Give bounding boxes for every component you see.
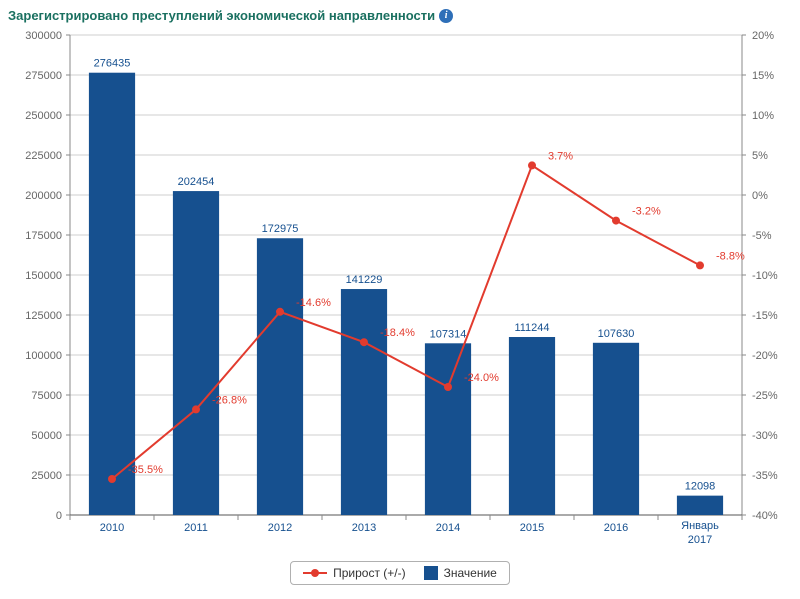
line-marker [192,405,200,413]
svg-text:20%: 20% [752,30,774,42]
legend-bar-swatch [424,566,438,580]
bar-value-label: 12098 [685,481,716,493]
svg-text:250000: 250000 [25,110,62,122]
line-value-label: -35.5% [128,464,163,476]
bar-value-label: 107314 [430,328,467,340]
svg-text:-20%: -20% [752,350,778,362]
bar-value-label: 141229 [346,274,383,286]
line-value-label: -14.6% [296,297,331,309]
svg-text:300000: 300000 [25,30,62,42]
bar-value-label: 111244 [514,322,549,334]
bar [425,343,471,515]
line-value-label: -26.8% [212,394,247,406]
svg-text:5%: 5% [752,150,768,162]
bar-value-label: 202454 [178,176,215,188]
svg-text:75000: 75000 [31,390,62,402]
bar [509,337,555,515]
svg-text:-15%: -15% [752,310,778,322]
svg-text:-10%: -10% [752,270,778,282]
line-marker [528,161,536,169]
line-value-label: -24.0% [464,372,499,384]
bar [341,289,387,515]
x-category-label: 2017 [688,534,712,546]
svg-text:10%: 10% [752,110,774,122]
legend-bar-label: Значение [444,566,497,580]
bar [89,73,135,515]
chart-svg: 0 25000 50000 75000 100000 125000 150000 175000… [8,25,792,555]
x-category-label: 2012 [268,522,292,534]
legend-line-swatch [303,572,327,574]
svg-text:-30%: -30% [752,430,778,442]
chart-title: Зарегистрировано преступлений экономичес… [8,8,435,23]
svg-text:15%: 15% [752,70,774,82]
info-icon[interactable]: i [439,9,453,23]
x-category-label: 2010 [100,522,124,534]
svg-text:100000: 100000 [25,350,62,362]
line-value-label: -8.8% [716,250,745,262]
svg-text:-5%: -5% [752,230,772,242]
x-category-label: 2011 [184,522,208,534]
line-marker [612,217,620,225]
line-marker [276,308,284,316]
x-category-label: 2014 [436,522,460,534]
legend-item-line: Прирост (+/-) [303,566,406,580]
svg-text:-40%: -40% [752,510,778,522]
chart-container: 0 25000 50000 75000 100000 125000 150000 175000… [8,25,792,555]
legend-line-label: Прирост (+/-) [333,566,406,580]
svg-text:175000: 175000 [25,230,62,242]
svg-text:225000: 225000 [25,150,62,162]
bar [173,191,219,515]
svg-text:25000: 25000 [31,470,62,482]
legend: Прирост (+/-) Значение [8,561,792,585]
bar [593,343,639,515]
line-marker [444,383,452,391]
line-marker [360,338,368,346]
line-marker [108,475,116,483]
bar-value-label: 172975 [262,223,299,235]
line-value-label: 3.7% [548,150,573,162]
chart-title-row: Зарегистрировано преступлений экономичес… [8,8,792,23]
svg-text:150000: 150000 [25,270,62,282]
x-category-label: Январь [681,520,719,532]
bar-value-label: 107630 [598,328,635,340]
x-category-label: 2016 [604,522,628,534]
x-category-label: 2015 [520,522,544,534]
line-value-label: -18.4% [380,327,415,339]
svg-text:200000: 200000 [25,190,62,202]
x-category-label: 2013 [352,522,376,534]
bar [677,496,723,515]
svg-text:275000: 275000 [25,70,62,82]
legend-box: Прирост (+/-) Значение [290,561,510,585]
svg-text:0%: 0% [752,190,768,202]
svg-text:-25%: -25% [752,390,778,402]
svg-text:50000: 50000 [31,430,62,442]
legend-item-bar: Значение [424,566,497,580]
line-value-label: -3.2% [632,206,661,218]
bar-value-label: 276435 [94,58,131,70]
bar [257,238,303,515]
svg-text:125000: 125000 [25,310,62,322]
svg-text:-35%: -35% [752,470,778,482]
line-marker [696,261,704,269]
svg-text:0: 0 [56,510,62,522]
